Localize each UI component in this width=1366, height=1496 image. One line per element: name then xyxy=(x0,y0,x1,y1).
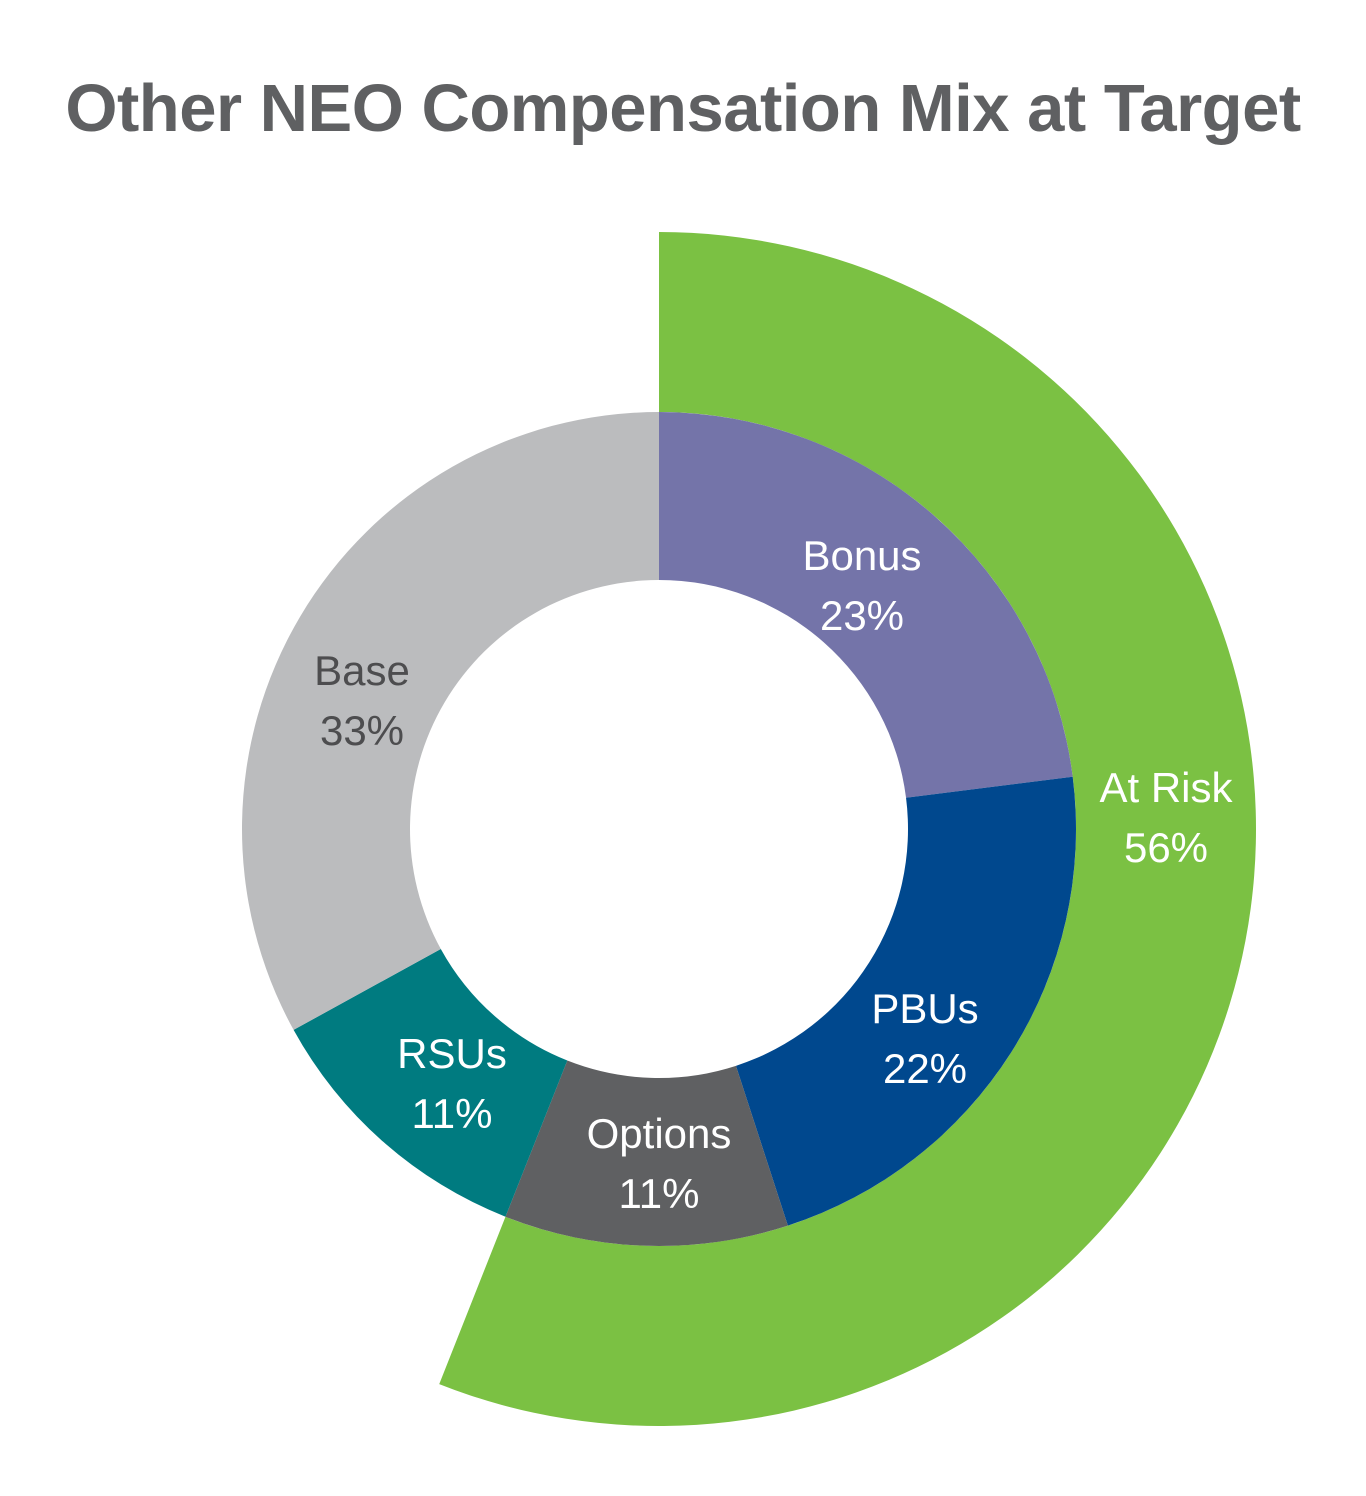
segment-options xyxy=(505,1060,788,1246)
label-pbus: PBUs 22% xyxy=(871,985,978,1092)
segment-rsus xyxy=(293,948,568,1217)
label-bonus: Bonus 23% xyxy=(802,532,921,639)
label-at-risk: At Risk 56% xyxy=(1099,764,1233,871)
label-base: Base 33% xyxy=(314,647,410,754)
outer-ring xyxy=(439,232,1257,1426)
segment-pbus xyxy=(735,776,1076,1226)
segment-at-risk xyxy=(439,232,1257,1426)
chart-title: Other NEO Compensation Mix at Target xyxy=(65,71,1301,146)
segment-bonus xyxy=(659,412,1073,798)
inner-ring xyxy=(242,412,1076,1246)
label-rsus: RSUs 11% xyxy=(397,1030,507,1137)
label-options: Options 11% xyxy=(587,1110,732,1217)
segment-base xyxy=(242,412,660,1030)
